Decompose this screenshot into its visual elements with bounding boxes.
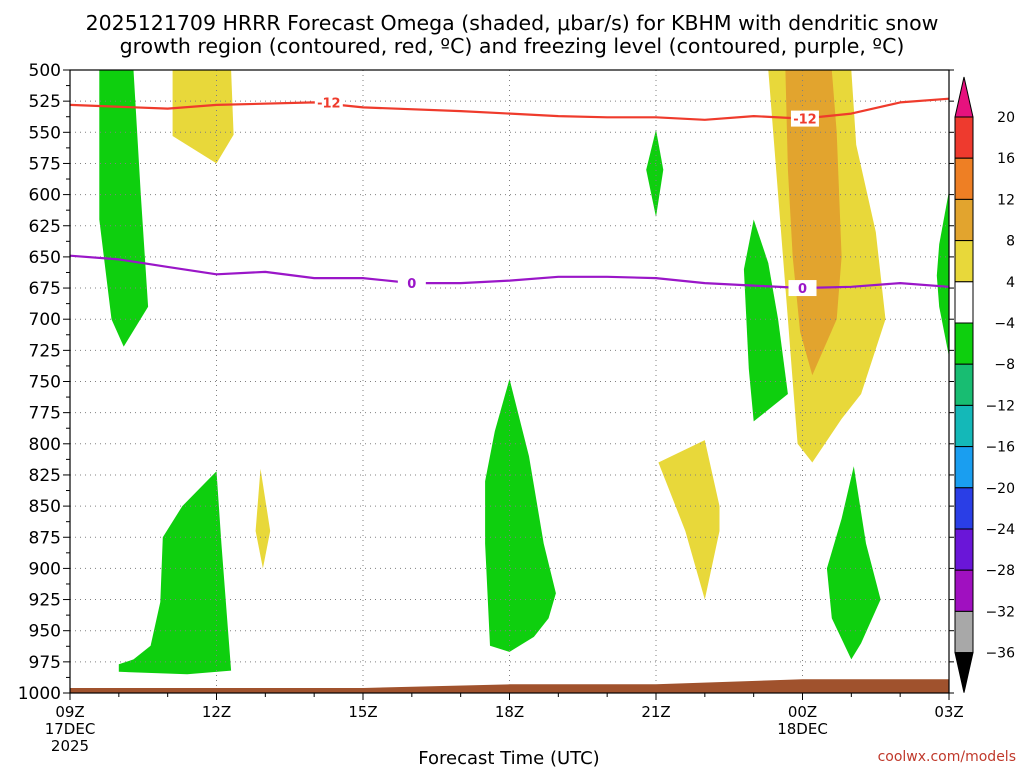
colorbar-label-8: −16 [985,440,1015,456]
shaded-region-green-small-21z [646,129,664,217]
x-tick-label-12Z: 12Z [202,703,231,721]
shaded-region-green-bottom-right [826,466,881,660]
y-tick-label-750: 750 [29,373,61,393]
colorbar-label-4: 4 [1006,275,1015,291]
y-tick-label-700: 700 [29,310,61,330]
y-tick-label-950: 950 [29,622,61,642]
x-tick-date-09Z: 17DEC [45,720,96,738]
colorbar-bin-13 [954,610,974,654]
purple-contour-label-0: 0 [407,277,416,292]
red-contour-label-bg-0 [314,94,343,111]
shaded-region-yellow-small-sliver [255,468,271,569]
y-tick-label-975: 975 [29,653,61,673]
colorbar-label-3: 8 [1006,234,1015,250]
contour-layer: -12 -12 0 0 [69,94,950,297]
y-tick-label-625: 625 [29,217,61,237]
purple-contour-label-bg-0 [397,275,426,292]
shaded-region-green-right-edge [936,190,949,357]
colorbar-bottom-triangle [954,652,974,693]
colorbar-label-12: −32 [985,604,1015,620]
colorbar-bin-7 [954,363,974,406]
y-tick-label-775: 775 [29,404,61,424]
shaded-region-green-plume-left [99,70,149,347]
x-tick-label-03Z: 03Z [934,703,963,721]
colorbar-bin-4 [954,240,974,283]
y-tick-label-825: 825 [29,466,61,486]
x-axis-label: Forecast Time (UTC) [418,748,599,768]
y-tick-label-725: 725 [29,341,61,361]
y-tick-label-850: 850 [29,497,61,517]
colorbar-bin-3 [954,198,974,242]
colorbar-label-9: −20 [985,481,1015,497]
shaded-region-yellow-top-left [172,70,234,164]
y-tick-label-875: 875 [29,528,61,548]
x-tick-label-09Z: 09Z [55,703,84,721]
chart-title-line1: 2025121709 HRRR Forecast Omega (shaded, … [86,11,939,35]
colorbar-bin-1 [954,116,974,159]
colorbar-label-11: −28 [985,563,1015,579]
shaded-region-green-bottom-left [118,471,232,675]
y-tick-label-650: 650 [29,248,61,268]
colorbar-label-2: 12 [997,192,1015,208]
y-tick-label-525: 525 [29,92,61,112]
terrain-layer [70,679,949,693]
x-tick-label-21Z: 21Z [641,703,670,721]
y-axis-pressure: 500 525 550 575 600 625 650 675 700 725 750 775 800 8… [18,61,954,704]
purple-contour-label-1: 0 [798,282,807,297]
colorbar-bin-2 [954,157,974,200]
y-tick-label-675: 675 [29,279,61,299]
omega-shading-layer [99,70,949,675]
colorbar-label-5: −4 [994,316,1015,332]
colorbar-bin-8 [954,404,974,448]
x-tick-label-15Z: 15Z [348,703,377,721]
y-tick-label-1000: 1000 [18,684,61,704]
x-tick-year-09Z: 2025 [51,737,89,755]
colorbar-bin-12 [954,569,974,612]
x-tick-label-18Z: 18Z [495,703,524,721]
y-tick-label-800: 800 [29,435,61,455]
red-contour-label-0: -12 [317,96,341,111]
colorbar-bin-6 [954,322,974,365]
shaded-region-yellow-21z [658,440,720,600]
colorbar-label-0: 20 [997,110,1015,126]
y-tick-label-900: 900 [29,559,61,579]
colorbar-bin-10 [954,487,974,530]
y-tick-label-925: 925 [29,591,61,611]
colorbar: 20 16 12 8 4 −4 −8 −12 −16 −20 −24 −28 −32 −36 [954,76,1015,693]
y-tick-label-550: 550 [29,123,61,143]
chart-title-line2: growth region (contoured, red, ºC) and f… [120,34,905,58]
shaded-region-green-center-18z [485,379,556,652]
y-tick-label-600: 600 [29,186,61,206]
red-contour-line [69,97,950,121]
colorbar-label-6: −8 [994,357,1015,373]
credit-text: coolwx.com/models [878,749,1016,765]
y-tick-label-575: 575 [29,154,61,174]
terrain-ground [70,679,949,693]
colorbar-bin-9 [954,446,974,489]
shaded-region-green-right-mid [743,219,788,422]
shaded-region-orange-core-right [785,70,842,376]
purple-contour-label-bg-1 [788,280,817,297]
red-contour-label-1: -12 [793,113,817,128]
x-tick-date-00Z: 18DEC [777,720,828,738]
red-contour-label-bg-1 [790,110,819,127]
colorbar-label-10: −24 [985,522,1015,538]
x-tick-label-00Z: 00Z [788,703,817,721]
y-tick-label-500: 500 [29,61,61,81]
colorbar-label-1: 16 [997,151,1015,167]
colorbar-label-13: −36 [985,646,1015,662]
colorbar-bin-5 [954,281,974,324]
colorbar-bin-11 [954,528,974,571]
colorbar-label-7: −12 [985,398,1015,414]
